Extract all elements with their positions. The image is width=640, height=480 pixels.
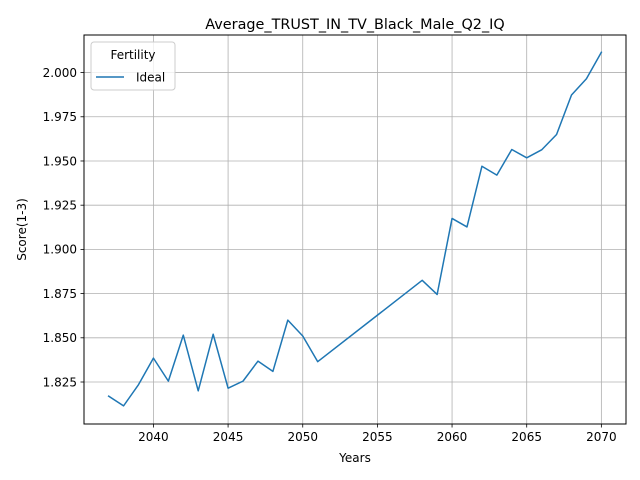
grid bbox=[84, 35, 626, 424]
x-tick-label: 2070 bbox=[586, 430, 617, 444]
y-tick-label: 1.875 bbox=[43, 287, 77, 301]
x-tick-label: 2060 bbox=[437, 430, 468, 444]
x-tick-label: 2040 bbox=[138, 430, 169, 444]
y-tick-label: 1.975 bbox=[43, 110, 77, 124]
y-tick-label: 1.850 bbox=[43, 331, 77, 345]
legend-title: Fertility bbox=[110, 48, 155, 62]
y-axis: 1.825 1.850 1.875 1.900 1.925 1.950 1.975 2.000 bbox=[43, 66, 84, 389]
x-tick-label: 2055 bbox=[362, 430, 393, 444]
plot-frame bbox=[83, 34, 627, 425]
legend-box bbox=[90, 41, 176, 91]
series-line-ideal bbox=[107, 51, 603, 407]
x-axis: 2040 2045 2050 2055 2060 2065 2070 bbox=[138, 424, 617, 444]
x-axis-label: Years bbox=[338, 451, 371, 465]
legend-entry-ideal: Ideal bbox=[136, 71, 165, 85]
y-tick-label: 1.950 bbox=[43, 154, 77, 168]
y-tick-label: 1.825 bbox=[43, 375, 77, 389]
y-tick-label: 1.900 bbox=[43, 243, 77, 257]
y-axis-label: Score(1-3) bbox=[15, 198, 29, 261]
y-tick-label: 1.925 bbox=[43, 198, 77, 212]
plot-lines bbox=[107, 51, 603, 407]
x-tick-label: 2050 bbox=[287, 430, 318, 444]
chart-title: Average_TRUST_IN_TV_Black_Male_Q2_IQ bbox=[205, 17, 504, 33]
legend: Fertility Ideal bbox=[90, 41, 176, 91]
y-tick-label: 2.000 bbox=[43, 66, 77, 80]
x-tick-label: 2065 bbox=[511, 430, 542, 444]
x-tick-label: 2045 bbox=[213, 430, 244, 444]
